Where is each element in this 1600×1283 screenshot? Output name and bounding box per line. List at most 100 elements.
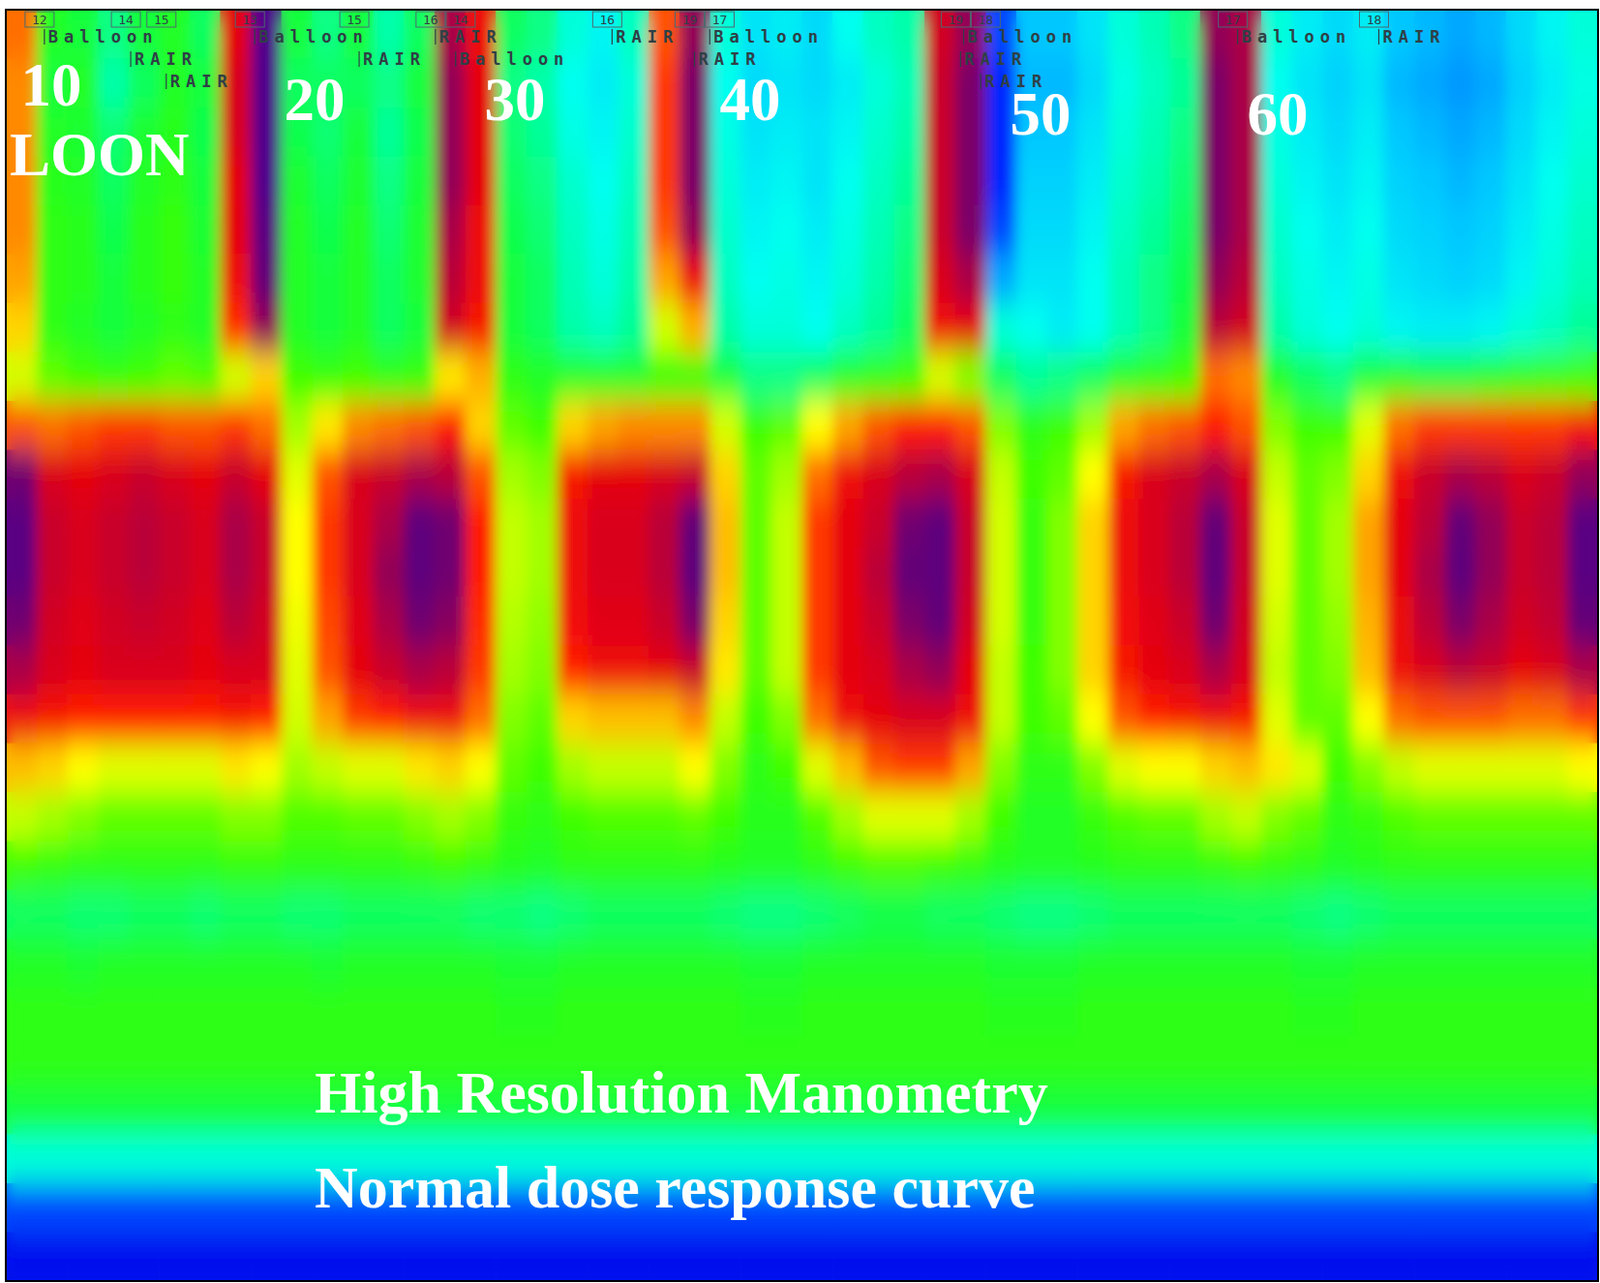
- cell-base: [832, 889, 864, 939]
- cell-base: [1353, 9, 1385, 60]
- cell-base: [311, 498, 343, 548]
- cell-base: [1261, 645, 1293, 695]
- cell: [556, 400, 588, 451]
- cell-base: [1322, 498, 1354, 548]
- cell-base: [985, 841, 1017, 891]
- cell-base: [250, 547, 282, 598]
- cell-base: [1138, 791, 1170, 842]
- cell-base: [1047, 841, 1079, 891]
- cell-base: [1414, 254, 1446, 304]
- cell: [1138, 450, 1170, 500]
- cell: [495, 596, 527, 646]
- cell: [863, 450, 895, 500]
- cell-base: [1261, 1085, 1293, 1135]
- cell: [1077, 254, 1109, 304]
- cell: [587, 498, 619, 548]
- cell: [1506, 9, 1538, 60]
- cell: [1384, 498, 1416, 548]
- cell-base: [985, 302, 1017, 353]
- cell: [1475, 254, 1507, 304]
- cell-base: [955, 841, 987, 891]
- cell: [1322, 156, 1354, 207]
- cell-base: [66, 596, 98, 646]
- cell-base: [1292, 205, 1324, 255]
- cell: [1445, 302, 1477, 353]
- cell: [189, 352, 221, 402]
- cell-base: [1353, 59, 1385, 109]
- cell-base: [1537, 302, 1569, 353]
- cell-base: [1353, 1036, 1385, 1087]
- cell-base: [1047, 1232, 1079, 1282]
- cell: [1138, 205, 1170, 255]
- cell-base: [465, 156, 497, 207]
- cell-base: [158, 498, 190, 548]
- cell-base: [1353, 1182, 1385, 1233]
- cell-base: [679, 1232, 711, 1282]
- cell: [1047, 156, 1079, 207]
- cell: [281, 205, 313, 255]
- cell-base: [1200, 400, 1232, 451]
- cell-base: [1445, 254, 1477, 304]
- cell-base: [1445, 645, 1477, 695]
- cell-base: [1475, 841, 1507, 891]
- cell-base: [1384, 547, 1416, 598]
- cell-base: [373, 596, 405, 646]
- cell-base: [495, 841, 527, 891]
- cell: [1108, 205, 1140, 255]
- cell-base: [1016, 645, 1048, 695]
- cell-base: [1475, 743, 1507, 793]
- cell-base: [311, 254, 343, 304]
- cell: [219, 254, 251, 304]
- cell-base: [1567, 791, 1599, 842]
- cell-base: [1108, 450, 1140, 500]
- cell-base: [587, 645, 619, 695]
- cell-base: [771, 938, 803, 989]
- cell: [97, 498, 129, 548]
- cell-base: [495, 743, 527, 793]
- cell-base: [1108, 400, 1140, 451]
- cell-base: [955, 791, 987, 842]
- cell-base: [710, 596, 742, 646]
- cell: [740, 352, 772, 402]
- cell-base: [1169, 938, 1201, 989]
- cell-base: [1475, 156, 1507, 207]
- cell: [924, 156, 956, 207]
- cell-base: [1445, 1232, 1477, 1282]
- cell: [1384, 302, 1416, 353]
- cell: [802, 205, 834, 255]
- cell: [36, 352, 68, 402]
- cell-base: [1445, 205, 1477, 255]
- cell-base: [66, 352, 98, 402]
- cell-base: [1353, 547, 1385, 598]
- cell-base: [1384, 1036, 1416, 1087]
- cell-base: [1047, 938, 1079, 989]
- cell: [863, 9, 895, 60]
- cell: [1353, 498, 1385, 548]
- cell-base: [1506, 9, 1538, 60]
- cell-base: [1261, 791, 1293, 842]
- cell-base: [556, 1232, 588, 1282]
- cell: [495, 352, 527, 402]
- cell-base: [1384, 645, 1416, 695]
- cell-base: [893, 156, 925, 207]
- cell: [1138, 156, 1170, 207]
- cell-base: [373, 1232, 405, 1282]
- cell: [465, 205, 497, 255]
- cell: [219, 450, 251, 500]
- cell-base: [1445, 596, 1477, 646]
- cell-base: [1537, 694, 1569, 744]
- cell-base: [740, 352, 772, 402]
- cell-base: [1414, 1085, 1446, 1135]
- cell: [587, 400, 619, 451]
- cell: [373, 596, 405, 646]
- cell: [618, 254, 650, 304]
- cell-base: [5, 987, 37, 1037]
- cell-base: [1047, 889, 1079, 939]
- cell: [311, 400, 343, 451]
- cell-base: [158, 889, 190, 939]
- cell: [97, 450, 129, 500]
- cell-base: [679, 841, 711, 891]
- cell: [1384, 59, 1416, 109]
- cell-base: [985, 889, 1017, 939]
- cell-base: [1169, 9, 1201, 60]
